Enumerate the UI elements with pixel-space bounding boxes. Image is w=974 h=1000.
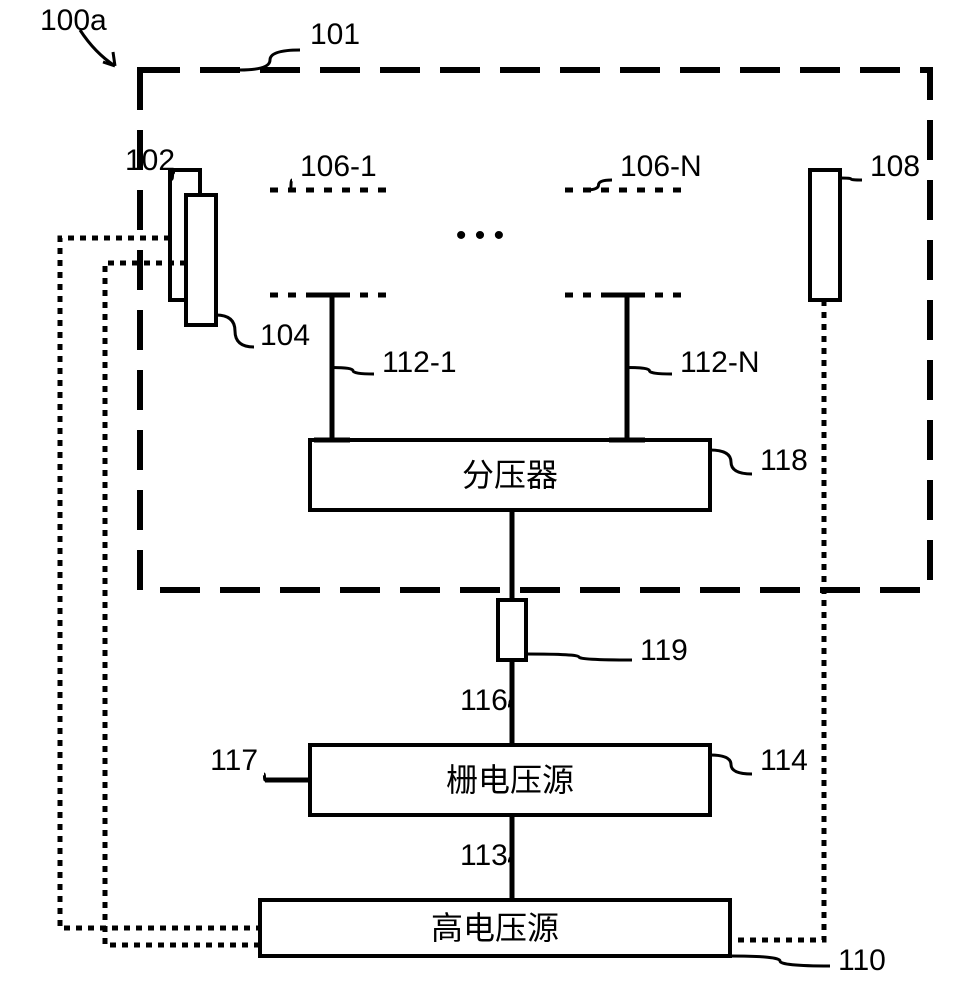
ref-r108: 108 [870, 150, 920, 183]
component-108 [810, 170, 840, 300]
gate-voltage-source-box: 栅电压源 [310, 745, 710, 815]
ellipsis: • • • [456, 219, 504, 252]
ref-r117: 117 [210, 744, 258, 777]
grid-electrode-106-1 [270, 190, 395, 295]
ref-r106_N: 106-N [620, 150, 702, 183]
ref-r102: 102 [125, 144, 175, 177]
ref-fig: 100a [40, 4, 107, 37]
high-voltage-source-box: 高电压源 [260, 900, 730, 956]
ref-r112_1: 112-1 [382, 346, 457, 379]
ref-r119: 119 [640, 634, 688, 667]
dotted-conn-right [730, 300, 824, 940]
gate-voltage-source-label: 栅电压源 [446, 762, 574, 798]
component-119 [498, 600, 526, 660]
ref-r110: 110 [838, 944, 886, 977]
ref-r114: 114 [760, 744, 808, 777]
ref-r112_N: 112-N [680, 346, 759, 379]
high-voltage-source-label: 高电压源 [431, 910, 559, 946]
ref-r101: 101 [310, 18, 360, 51]
circuit-diagram: 分压器 栅电压源 高电压源 • • • 100a 101 102 104 106-1 10… [0, 0, 974, 1000]
dotted-conn-left-inner [105, 263, 260, 945]
dotted-conn-left-outer [60, 238, 260, 928]
ref-r118: 118 [760, 444, 808, 477]
ref-r113: 113 [460, 839, 508, 872]
voltage-divider-label: 分压器 [462, 457, 558, 493]
grid-electrode-106-N [565, 190, 690, 295]
ref-r116: 116 [460, 684, 508, 717]
ref-r104: 104 [260, 319, 310, 352]
ref-r106_1: 106-1 [300, 150, 377, 183]
voltage-divider-box: 分压器 [310, 440, 710, 510]
component-104 [186, 195, 216, 325]
